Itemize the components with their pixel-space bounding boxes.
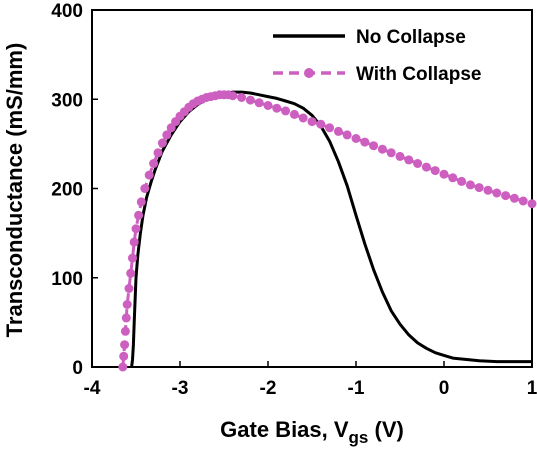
data-point-with-collapse: [124, 284, 134, 293]
data-point-with-collapse: [121, 313, 131, 323]
data-point-with-collapse: [386, 148, 396, 158]
legend: No Collapse With Collapse: [273, 27, 481, 85]
x-tick-label: -3: [172, 378, 189, 399]
data-point-with-collapse: [134, 210, 144, 220]
data-point-with-collapse: [120, 326, 130, 336]
y-tick-label: 400: [51, 1, 83, 22]
data-point-with-collapse: [492, 188, 502, 198]
data-point-with-collapse: [518, 196, 528, 206]
data-point-with-collapse: [404, 155, 414, 165]
series-layer: [118, 90, 537, 372]
data-point-with-collapse: [351, 134, 361, 143]
data-point-with-collapse: [254, 98, 264, 108]
data-point-with-collapse: [413, 159, 423, 168]
data-point-with-collapse: [129, 237, 139, 247]
data-point-with-collapse: [527, 199, 537, 209]
data-point-with-collapse: [439, 169, 449, 179]
y-tick-label: 300: [51, 90, 83, 111]
y-tick-label: 0: [72, 358, 83, 379]
data-point-with-collapse: [395, 151, 405, 161]
data-point-with-collapse: [119, 351, 129, 361]
x-tick-label: 0: [439, 378, 450, 399]
data-point-with-collapse: [342, 130, 352, 140]
data-point-with-collapse: [325, 123, 335, 133]
data-point-with-collapse: [281, 106, 291, 116]
data-point-with-collapse: [228, 91, 238, 101]
y-tick-label: 200: [51, 180, 83, 201]
data-point-with-collapse: [289, 109, 299, 119]
data-point-with-collapse: [237, 93, 247, 102]
x-axis-title: Gate Bias, Vgs (V): [220, 417, 404, 447]
legend-label-with-collapse: With Collapse: [356, 64, 481, 85]
x-tick-label: -4: [84, 378, 101, 399]
data-point-with-collapse: [501, 191, 511, 201]
data-point-with-collapse: [120, 340, 130, 350]
data-point-with-collapse: [131, 224, 141, 234]
data-point-with-collapse: [483, 185, 493, 195]
x-tick-label: -1: [348, 378, 365, 399]
data-point-with-collapse: [509, 193, 519, 203]
x-tick-label: 1: [527, 378, 537, 399]
series-line-no-collapse: [130, 90, 532, 368]
data-point-with-collapse: [118, 362, 128, 372]
data-point-with-collapse: [122, 300, 132, 309]
x-tick-label: -2: [260, 378, 277, 399]
data-point-with-collapse: [149, 159, 159, 168]
data-point-with-collapse: [245, 95, 255, 105]
data-point-with-collapse: [316, 119, 326, 129]
data-point-with-collapse: [126, 268, 136, 278]
data-point-with-collapse: [162, 130, 172, 140]
data-point-with-collapse: [369, 141, 379, 151]
legend-label-no-collapse: No Collapse: [356, 27, 466, 48]
data-point-with-collapse: [430, 166, 440, 176]
data-point-with-collapse: [474, 183, 484, 193]
data-point-with-collapse: [140, 184, 150, 193]
data-point-with-collapse: [153, 148, 163, 158]
data-point-with-collapse: [465, 180, 475, 190]
x-axis-ticks: -4 -3 -2 -1 0 1: [84, 361, 537, 399]
data-point-with-collapse: [360, 137, 370, 147]
data-point-with-collapse: [298, 113, 308, 123]
y-axis-ticks: 0 100 200 300 400: [51, 1, 98, 379]
data-point-with-collapse: [457, 176, 467, 186]
data-point-with-collapse: [421, 162, 431, 172]
data-point-with-collapse: [448, 173, 458, 183]
y-axis-title: Transconductance (mS/mm): [2, 43, 27, 338]
data-point-with-collapse: [272, 103, 282, 113]
data-point-with-collapse: [333, 126, 343, 136]
data-point-with-collapse: [377, 144, 387, 154]
data-point-with-collapse: [136, 197, 146, 207]
y-tick-label: 100: [51, 269, 83, 290]
data-point-with-collapse: [144, 170, 154, 180]
data-point-with-collapse: [157, 138, 167, 148]
legend-marker-with-collapse: [304, 68, 314, 78]
data-point-with-collapse: [128, 253, 137, 263]
data-point-with-collapse: [263, 101, 273, 110]
data-point-with-collapse: [307, 117, 317, 127]
